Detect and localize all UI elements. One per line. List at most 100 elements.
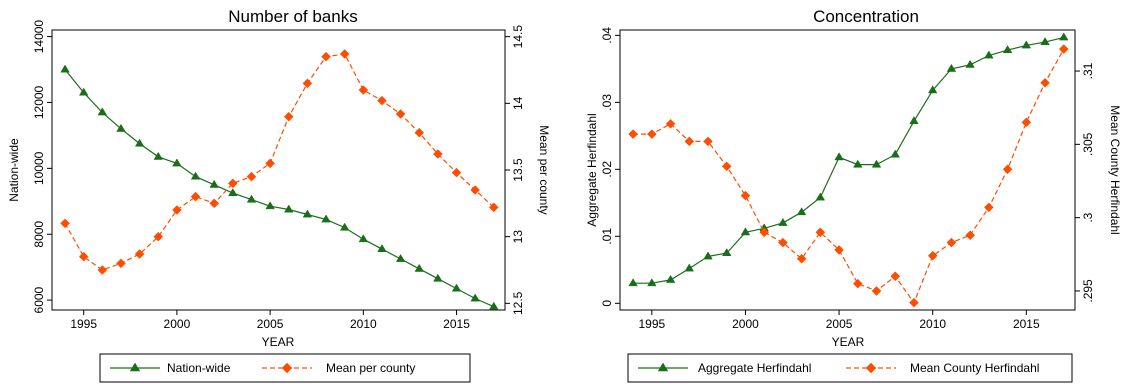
y2-tick-label: 12.5	[511, 291, 525, 315]
data-point	[778, 237, 788, 248]
x-tick-label: 2010	[919, 317, 946, 331]
y2-axis-label: Mean County Herfindahl	[1108, 105, 1121, 234]
data-point	[1058, 44, 1069, 54]
y2-tick-label: .3	[1081, 212, 1095, 222]
series-line-2	[64, 53, 495, 271]
data-point	[740, 190, 751, 201]
data-point	[796, 207, 807, 216]
data-point	[871, 286, 882, 296]
data-point	[647, 278, 657, 287]
legend-keys	[638, 362, 896, 374]
x-tick-label: 2005	[257, 317, 284, 331]
data-point	[1002, 164, 1013, 175]
data-point	[909, 116, 919, 125]
data-point	[339, 49, 350, 59]
data-point	[722, 248, 732, 257]
legend: Nation-wide Mean per county	[99, 353, 471, 383]
y2-tick-label: 13	[511, 230, 525, 244]
data-point	[759, 227, 770, 238]
data-point	[377, 244, 387, 253]
chart-number-of-banks: Number of banks 1995 2000 2005 2010 2015 6000…	[7, 7, 551, 383]
y2-tick-label: 13.5	[511, 158, 525, 182]
y-tick-label: 14000	[32, 20, 46, 54]
chart-concentration: Concentration 1995 2000 2005 2010 2015 0 .01 .0…	[585, 7, 1121, 383]
tick-group: 1995 2000 2005 2010 2015 6000 8000 10000 12000 14…	[32, 20, 525, 331]
y-tick-label: 6000	[32, 286, 46, 313]
data-point	[153, 151, 163, 160]
data-point	[984, 50, 994, 59]
plot-area	[60, 49, 499, 310]
data-point	[852, 278, 863, 289]
y2-axis-label: Mean per county	[537, 125, 551, 214]
data-point	[172, 205, 182, 215]
data-point	[1021, 117, 1032, 128]
data-point	[358, 85, 369, 95]
data-point	[927, 250, 938, 261]
data-point	[488, 202, 499, 213]
data-point	[228, 188, 238, 197]
y-tick-label: .04	[600, 27, 614, 44]
data-point	[1059, 32, 1069, 41]
data-point	[60, 218, 70, 229]
y-axis-label: Aggregate Herfindahl	[585, 113, 599, 226]
x-tick-label: 2015	[1013, 317, 1040, 331]
legend-key-marker	[657, 362, 669, 372]
series-line-1	[64, 69, 495, 308]
data-point	[246, 194, 257, 203]
data-point	[1002, 45, 1013, 54]
data-point	[703, 136, 713, 147]
x-tick-label: 1995	[638, 317, 665, 331]
data-point	[684, 263, 694, 272]
y-tick-label: .01	[600, 228, 614, 245]
data-point	[684, 136, 695, 147]
y2-tick-label: 14	[511, 96, 525, 110]
data-point	[265, 158, 275, 169]
x-tick-label: 2000	[164, 317, 191, 331]
data-point	[470, 293, 480, 302]
y-tick-label: 10000	[32, 151, 46, 185]
legend-entry-aggregate-herfindahl: Aggregate Herfindahl	[698, 361, 811, 375]
series-line-1	[633, 36, 1064, 284]
y-tick-label: 0	[600, 300, 614, 307]
legend-key-marker	[129, 362, 141, 372]
legend-keys	[110, 362, 312, 374]
y2-tick-label: .305	[1081, 132, 1095, 156]
data-point	[834, 245, 844, 255]
data-point	[451, 167, 462, 178]
data-point	[1040, 77, 1050, 88]
data-point	[302, 209, 313, 218]
data-point	[965, 230, 975, 241]
data-point	[815, 192, 826, 201]
data-point	[377, 95, 387, 106]
x-tick-label: 2000	[732, 317, 759, 331]
y-tick-label: 12000	[32, 85, 46, 119]
data-point	[97, 265, 108, 275]
y-tick-label: 8000	[32, 221, 46, 248]
chart-title: Number of banks	[228, 7, 357, 26]
tick-group: 1995 2000 2005 2010 2015 0 .01 .02 .03 .04 .295 .3.…	[600, 27, 1095, 331]
data-point	[834, 152, 844, 161]
series-line-2	[633, 48, 1065, 304]
plot-frame	[619, 29, 1076, 311]
data-point	[414, 127, 425, 138]
data-point	[628, 129, 638, 139]
data-point	[796, 253, 807, 264]
legend-key-marker	[865, 362, 877, 374]
data-point	[815, 227, 826, 238]
y-tick-label: .02	[600, 161, 614, 178]
x-tick-label: 1995	[70, 317, 97, 331]
x-tick-label: 2005	[826, 317, 853, 331]
legend-key-marker	[281, 362, 293, 374]
data-point	[227, 178, 238, 189]
data-point	[60, 64, 70, 73]
data-point	[414, 263, 424, 272]
legend-entry-nation-wide: Nation-wide	[167, 361, 231, 375]
data-point	[209, 179, 219, 188]
data-point	[172, 158, 182, 167]
data-point	[984, 202, 994, 213]
y-axis-label: Nation-wide	[7, 138, 21, 202]
data-point	[321, 51, 331, 62]
data-point	[853, 159, 863, 168]
chart-title: Concentration	[813, 7, 919, 26]
data-point	[927, 85, 938, 94]
